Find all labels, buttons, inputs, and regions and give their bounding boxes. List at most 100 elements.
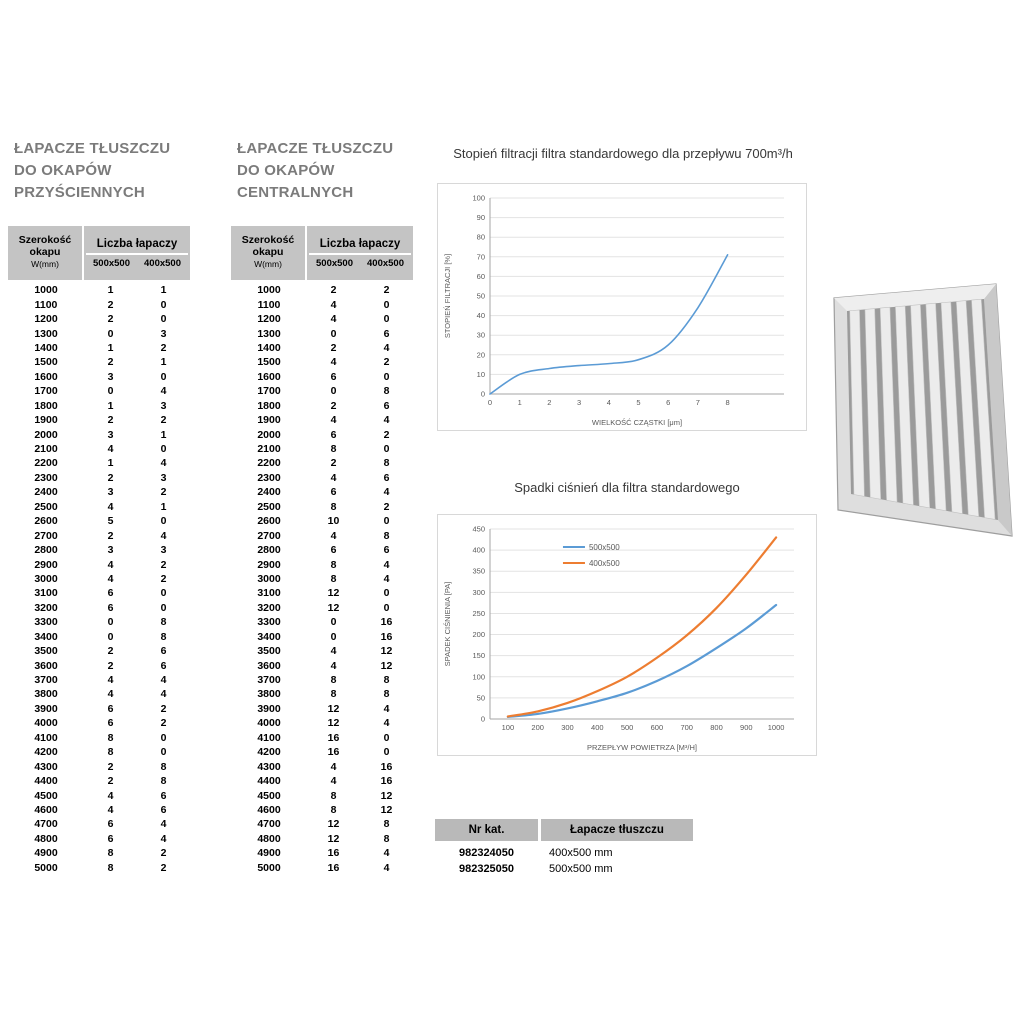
table-row: 3200 6 0 — [8, 601, 190, 615]
table-cell: 2 — [330, 399, 337, 412]
table-cell: 0 — [330, 385, 337, 398]
table-cell: 4200 — [257, 746, 281, 759]
table-cell: 1900 — [34, 414, 58, 427]
table-cell: 4 — [383, 717, 390, 730]
svg-text:400: 400 — [472, 546, 485, 555]
header-text: okapu — [29, 245, 61, 258]
table-cell: 2 — [160, 861, 167, 874]
table-cell: 4100 — [257, 731, 281, 744]
svg-text:20: 20 — [477, 350, 485, 359]
table-cell: 2200 — [34, 457, 58, 470]
table-cell: 4 — [383, 558, 390, 571]
table-cell: 4 — [160, 818, 167, 831]
table-cell: 1500 — [34, 356, 58, 369]
table-cell: 4 — [383, 486, 390, 499]
table-cell: 8 — [330, 500, 337, 513]
table-cell: 6 — [107, 601, 114, 614]
table-cell: 5 — [107, 515, 114, 528]
table-cell: 0 — [383, 515, 390, 528]
table-cell: 1 — [160, 428, 167, 441]
table-cell: 2 — [107, 471, 114, 484]
svg-text:70: 70 — [477, 252, 485, 261]
svg-text:450: 450 — [472, 525, 485, 534]
table-cell: 2 — [330, 457, 337, 470]
svg-text:100: 100 — [472, 672, 485, 681]
table-row: 3300 0 8 — [8, 615, 190, 629]
table-cell: 3300 — [257, 616, 281, 629]
table-cell: 2 — [107, 298, 114, 311]
title-line: PRZYŚCIENNYCH — [14, 184, 145, 201]
svg-text:2: 2 — [547, 398, 551, 407]
table-row: 1500 2 1 — [8, 355, 190, 369]
header-unit: W(mm) — [254, 259, 282, 270]
table-cell: 8 — [330, 803, 337, 816]
table-cell: 0 — [107, 616, 114, 629]
table-cell: 4 — [107, 443, 114, 456]
table-row: 2900 4 2 — [8, 557, 190, 571]
table-row: 4100 8 0 — [8, 731, 190, 745]
table-row: 4000 6 2 — [8, 716, 190, 730]
table-row: 3900 6 2 — [8, 702, 190, 716]
table-row: 4700 12 8 — [231, 817, 413, 831]
header-sub-400x500: 400x500 — [144, 257, 181, 269]
table-cell: 8 — [330, 674, 337, 687]
table-cell: 6 — [383, 471, 390, 484]
table-row: 2500 8 2 — [231, 500, 413, 514]
table-cell: 16 — [380, 775, 393, 788]
table-row: 1300 0 6 — [231, 326, 413, 340]
svg-text:400x500: 400x500 — [589, 559, 620, 568]
table-row: 2200 1 4 — [8, 456, 190, 470]
table-cell: 3500 — [257, 645, 281, 658]
svg-text:400: 400 — [591, 723, 604, 732]
table-cell: 0 — [383, 587, 390, 600]
table-row: 1600 3 0 — [8, 370, 190, 384]
table-cell: 2300 — [34, 471, 58, 484]
table-cell: 2 — [383, 500, 390, 513]
table-cell: 6 — [107, 587, 114, 600]
table-cell: 3200 — [34, 601, 58, 614]
table-cell: 0 — [383, 601, 390, 614]
table-cell: 2 — [107, 775, 114, 788]
table-cell: 4300 — [34, 760, 58, 773]
table-cell: 4500 — [34, 789, 58, 802]
svg-text:50: 50 — [477, 693, 485, 702]
table-row: 2600 5 0 — [8, 514, 190, 528]
table-cell: 12 — [327, 601, 340, 614]
svg-text:50: 50 — [477, 292, 485, 301]
table-row: 2100 4 0 — [8, 442, 190, 456]
table-row: 3000 4 2 — [8, 572, 190, 586]
table-cell: 1600 — [257, 370, 281, 383]
table-row: 1900 4 4 — [231, 413, 413, 427]
header-count-columns: Liczba łapaczy 500x500 400x500 — [307, 226, 413, 280]
table-row: 3300 0 16 — [231, 615, 413, 629]
table-cell: 8 — [383, 832, 390, 845]
table-cell: 6 — [160, 789, 167, 802]
svg-text:250: 250 — [472, 609, 485, 618]
catalog-table: Nr kat. Łapacze tłuszczu 982324050 400x50… — [435, 819, 693, 877]
table-cell: 4 — [383, 702, 390, 715]
header-text: okapu — [252, 245, 284, 258]
table-row: 1400 2 4 — [231, 341, 413, 355]
table-cell: 8 — [160, 775, 167, 788]
table-cell: 4 — [330, 356, 337, 369]
table-cell: 4800 — [257, 832, 281, 845]
table-cell: 12 — [380, 789, 393, 802]
table-row: 2100 8 0 — [231, 442, 413, 456]
table-row: 4400 4 16 — [231, 774, 413, 788]
table-cell: 0 — [160, 601, 167, 614]
table-cell: 4400 — [34, 775, 58, 788]
table-cell: 6 — [160, 803, 167, 816]
table-cell: 1800 — [34, 399, 58, 412]
table-cell: 4 — [330, 760, 337, 773]
table-row: 4300 2 8 — [8, 759, 190, 773]
table-row: 3800 8 8 — [231, 687, 413, 701]
table-cell: 2 — [330, 284, 337, 297]
table-cell: 3 — [160, 544, 167, 557]
table-row: 2000 6 2 — [231, 427, 413, 441]
table-cell: 0 — [383, 298, 390, 311]
table-row: 2800 3 3 — [8, 543, 190, 557]
table-cell: 0 — [383, 746, 390, 759]
table-title-central-hoods: ŁAPACZE TŁUSZCZU DO OKAPÓW CENTRALNYCH — [237, 138, 452, 204]
table-cell: 16 — [327, 731, 340, 744]
table-cell: 0 — [107, 630, 114, 643]
